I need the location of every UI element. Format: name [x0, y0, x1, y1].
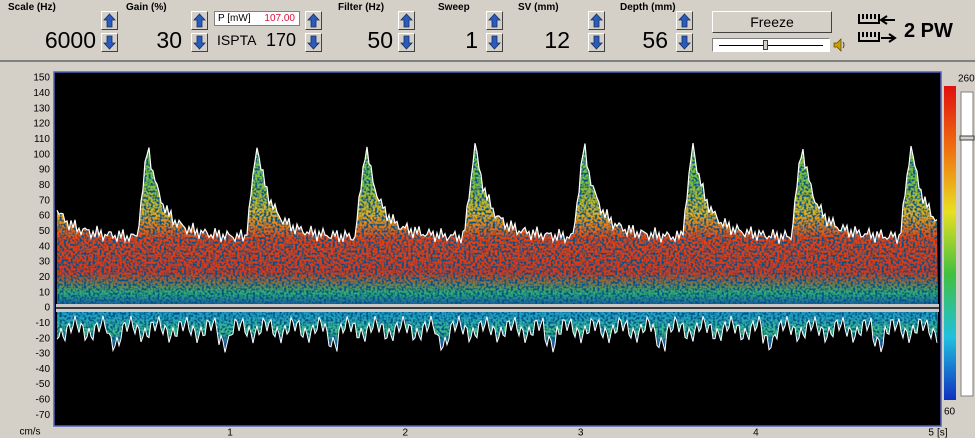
up-button[interactable]: [398, 11, 415, 30]
control-value: 30: [156, 27, 182, 54]
y-tick-label: 110: [34, 134, 50, 145]
y-tick-label: 40: [39, 241, 51, 252]
y-tick-label: 150: [33, 73, 50, 84]
y-tick-label: -10: [36, 318, 51, 329]
freeze-button[interactable]: Freeze: [712, 11, 832, 33]
colorbar-min: 60: [944, 407, 956, 418]
control-label: Depth (mm): [620, 2, 676, 13]
down-button[interactable]: [588, 33, 605, 52]
y-tick-label: 30: [39, 257, 51, 268]
y-tick-label: 80: [39, 180, 51, 191]
colorbar: [944, 86, 956, 400]
x-tick-label: 5: [928, 428, 934, 438]
x-tick-label: 1: [227, 428, 233, 438]
control-value: 50: [367, 27, 393, 54]
x-unit: [s]: [937, 428, 948, 438]
down-button[interactable]: [486, 33, 503, 52]
probe-icons[interactable]: [855, 8, 901, 54]
y-tick-label: 60: [39, 211, 51, 222]
x-tick-label: 3: [578, 428, 584, 438]
y-tick-label: -40: [36, 364, 51, 375]
x-tick-label: 4: [753, 428, 759, 438]
colorbar-max: 260: [958, 74, 975, 85]
up-button[interactable]: [191, 11, 208, 30]
doppler-display: 260 60 150140130120110100908070605040302…: [0, 62, 975, 438]
y-tick-label: 70: [39, 195, 51, 206]
control-value: 6000: [45, 27, 96, 54]
up-button[interactable]: [305, 11, 322, 30]
up-button[interactable]: [101, 11, 118, 30]
down-button[interactable]: [305, 33, 322, 52]
y-unit: cm/s: [19, 427, 40, 438]
mode-label: 2 PW: [904, 20, 953, 43]
up-button[interactable]: [486, 11, 503, 30]
speaker-icon[interactable]: [833, 38, 847, 52]
control-value: 56: [642, 27, 668, 54]
y-tick-label: 130: [33, 103, 50, 114]
down-button[interactable]: [676, 33, 693, 52]
up-button[interactable]: [676, 11, 693, 30]
y-tick-label: 0: [44, 303, 50, 314]
y-tick-label: 140: [33, 88, 50, 99]
y-tick-label: 10: [39, 287, 51, 298]
control-value: 1: [465, 27, 478, 54]
y-tick-label: -30: [36, 349, 51, 360]
y-tick-label: 90: [39, 165, 51, 176]
ispta-value: 170: [266, 30, 296, 51]
control-label: SV (mm): [518, 2, 559, 13]
control-label: Sweep: [438, 2, 470, 13]
power-label: P [mW]: [218, 13, 251, 24]
y-tick-label: -70: [36, 410, 51, 421]
toolbar: P [mW] 107.00 ISPTA 170 Freeze 2 PW Scal…: [0, 0, 975, 62]
power-value: 107.00: [264, 13, 295, 24]
y-tick-label: -60: [36, 395, 51, 406]
y-tick-label: 120: [33, 119, 50, 130]
ultrasound-screen: P [mW] 107.00 ISPTA 170 Freeze 2 PW Scal…: [0, 0, 975, 438]
y-tick-label: 50: [39, 226, 51, 237]
y-tick-label: 20: [39, 272, 51, 283]
y-tick-label: -20: [36, 333, 51, 344]
down-button[interactable]: [191, 33, 208, 52]
control-label: Scale (Hz): [8, 2, 56, 13]
down-button[interactable]: [398, 33, 415, 52]
up-button[interactable]: [588, 11, 605, 30]
power-field: P [mW] 107.00: [214, 11, 300, 26]
ispta-label: ISPTA: [217, 32, 256, 48]
control-label: Gain (%): [126, 2, 167, 13]
x-tick-label: 2: [403, 428, 409, 438]
y-tick-label: -50: [36, 379, 51, 390]
control-label: Filter (Hz): [338, 2, 384, 13]
control-value: 12: [544, 27, 570, 54]
down-button[interactable]: [101, 33, 118, 52]
y-tick-label: 100: [33, 149, 50, 160]
volume-slider[interactable]: [712, 38, 830, 52]
power-box: P [mW] 107.00 ISPTA 170: [214, 11, 300, 53]
